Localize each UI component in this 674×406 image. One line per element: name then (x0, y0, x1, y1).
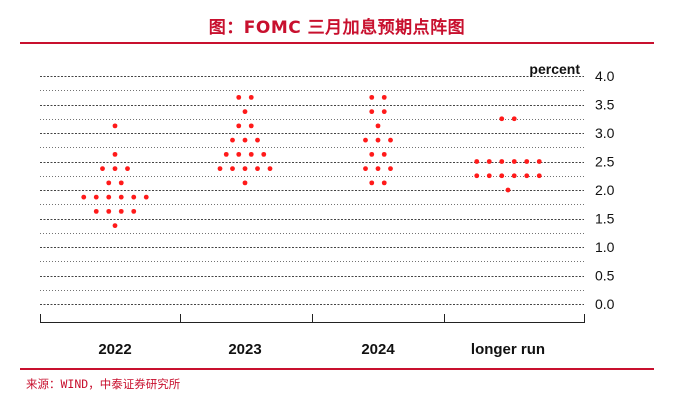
dot-point (93, 208, 99, 214)
dot-point (118, 180, 124, 186)
dot-point (267, 166, 273, 172)
dot-point (236, 94, 242, 100)
dot-point (106, 180, 112, 186)
dot-point (106, 208, 112, 214)
dot-point (131, 194, 137, 200)
dot-point (131, 208, 137, 214)
gridlines (40, 76, 584, 305)
dot-point (524, 173, 530, 179)
dot-point (236, 123, 242, 129)
dot-point (261, 151, 267, 157)
dot-point (499, 116, 505, 122)
dot-point (486, 173, 492, 179)
dot-point (381, 151, 387, 157)
dot-series (81, 94, 542, 229)
dot-point (223, 151, 229, 157)
dot-point (388, 137, 393, 143)
dot-point (363, 137, 368, 143)
dot-point (242, 166, 248, 172)
dot-point (255, 166, 260, 172)
dot-point (100, 166, 105, 172)
dot-point (375, 166, 381, 172)
dot-point (474, 173, 480, 179)
dot-point (369, 180, 375, 186)
dot-point (474, 159, 480, 164)
dot-point (112, 166, 118, 172)
dot-point (230, 137, 235, 143)
x-tick-label: 2023 (228, 341, 261, 358)
y-axis-label: percent (529, 61, 580, 77)
dot-point (242, 137, 248, 143)
x-tick-label: 2022 (98, 341, 131, 358)
dot-point (381, 180, 387, 186)
y-tick-label: 2.0 (595, 182, 615, 198)
dot-point (375, 123, 381, 129)
dot-point (248, 151, 254, 157)
dot-point (388, 166, 393, 172)
dot-point (511, 116, 517, 122)
dot-point (242, 109, 248, 115)
dot-point (118, 208, 124, 214)
y-tick-label: 3.0 (595, 125, 615, 141)
dot-point (505, 187, 511, 193)
dot-point (381, 109, 387, 115)
y-tick-labels: 0.0 0.5 1.0 1.5 2.0 2.5 3.0 3.5 4.0 (595, 68, 615, 312)
dot-point (248, 94, 254, 100)
y-tick-label: 0.5 (595, 268, 615, 284)
x-tick-labels: 2022 2023 2024 longer run (98, 341, 545, 358)
y-tick-label: 2.5 (595, 154, 615, 170)
x-tick-label: longer run (471, 341, 545, 358)
y-tick-label: 1.0 (595, 239, 615, 255)
dot-point (499, 173, 505, 179)
y-tick-label: 3.5 (595, 97, 615, 113)
x-tick-label: 2024 (361, 341, 395, 358)
source-note: 来源：WIND，中泰证券研究所 (26, 377, 181, 391)
dot-point (381, 94, 387, 100)
source-bar: 来源：WIND，中泰证券研究所 (20, 368, 654, 400)
dot-point (125, 166, 130, 172)
x-axis (40, 314, 585, 323)
dot-point (363, 166, 368, 172)
dot-point (143, 194, 149, 200)
dot-point (112, 123, 118, 129)
dot-point (524, 159, 530, 164)
dot-point (511, 173, 517, 179)
dot-point (486, 159, 492, 164)
dot-point (369, 109, 375, 115)
dot-point (106, 194, 112, 200)
dot-point (255, 137, 260, 143)
dot-point (248, 123, 254, 129)
title-bar: 图：FOMC 三月加息预期点阵图 (20, 8, 654, 44)
dot-point (217, 166, 223, 172)
dot-point (112, 223, 118, 229)
dot-point (81, 194, 87, 200)
dot-point (230, 166, 235, 172)
dot-point (375, 137, 381, 143)
dot-point (369, 151, 375, 157)
dot-point (236, 151, 242, 157)
y-tick-label: 4.0 (595, 68, 615, 84)
dot-point (511, 159, 517, 164)
y-tick-label: 0.0 (595, 296, 615, 312)
dot-point (536, 173, 542, 179)
y-tick-label: 1.5 (595, 211, 615, 227)
dot-point (93, 194, 99, 200)
dot-point (118, 194, 124, 200)
dot-point (499, 159, 505, 164)
dot-point (242, 180, 248, 186)
dot-point (369, 94, 375, 100)
dot-point (112, 151, 118, 157)
figure-title: 图：FOMC 三月加息预期点阵图 (208, 17, 466, 38)
dot-point (536, 159, 542, 164)
